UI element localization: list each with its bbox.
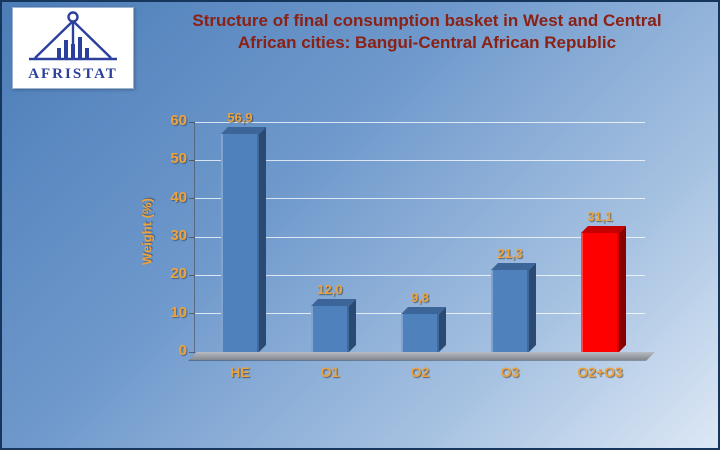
gridline [195,159,645,161]
y-axis-line [194,122,195,353]
gridline [195,121,645,123]
y-tick-label: 50 [170,150,187,168]
y-tick-label: 0 [178,342,187,359]
gridline [195,274,645,276]
y-tick-label: 30 [170,227,187,244]
y-tick-mark [189,351,195,353]
y-tick-label: 20 [170,265,187,283]
bar [221,133,259,352]
bar-value-label: 12,0 [317,282,343,297]
bar-value-label: 56,9 [227,109,253,125]
y-tick-label: 10 [170,303,187,321]
bar-side-face [529,263,536,352]
bar [491,270,529,352]
category-label: O2+O3 [577,364,623,380]
bar-side-face [349,299,356,352]
y-tick-label: 60 [170,112,187,129]
bar-side-face [619,225,626,352]
bar-top-face [581,225,626,233]
category-label: HE [230,364,250,380]
afristat-logo: AFRISTAT [12,7,134,89]
y-tick-mark [189,198,195,200]
category-label: O3 [500,364,520,380]
y-tick-mark [189,236,195,238]
y-tick-mark [189,313,195,315]
chart-floor [189,352,655,360]
bar [581,232,619,352]
bar-value-label: 9,8 [410,290,430,306]
gridline [195,236,645,238]
slide-title: Structure of final consumption basket in… [192,11,662,53]
bar-top-face [311,299,356,306]
bar-top-face [401,307,446,315]
y-tick-mark [189,121,195,123]
bar-side-face [439,307,446,352]
category-label: O2 [410,364,430,380]
bar-top-face [491,263,536,271]
afristat-antenna-icon [29,11,117,61]
bar [401,314,439,352]
bar [311,306,349,352]
y-tick-mark [189,274,195,276]
bar-top-face [221,126,266,134]
gridline [195,198,645,200]
plot-area: 0 10 20 30 40 50 60 56,9 HE 12,0 O1 9,8 O2 21,3 O3 31,1… [170,110,655,380]
category-label: O1 [320,364,340,380]
y-tick-mark [189,159,195,161]
afristat-logo-text: AFRISTAT [28,66,118,82]
y-tick-label: 40 [170,188,187,206]
bar-value-label: 31,1 [587,208,613,224]
bar-side-face [259,126,266,352]
bar-value-label: 21,3 [497,246,523,262]
